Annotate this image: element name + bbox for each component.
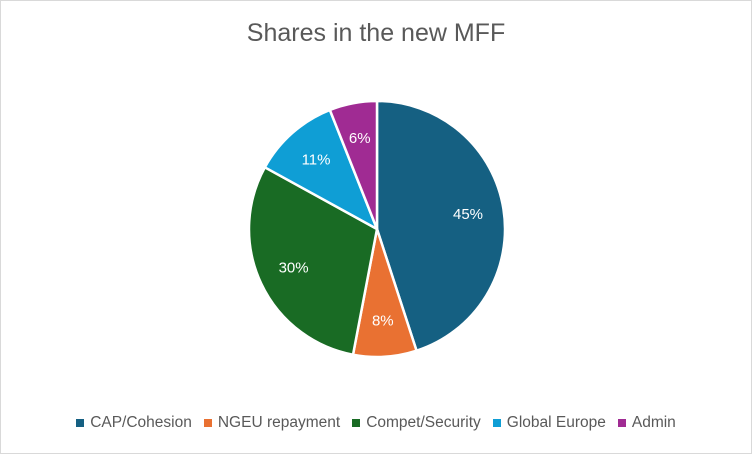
pie-slice-compet-security: [247, 166, 379, 356]
legend-label: CAP/Cohesion: [90, 414, 192, 431]
legend-item-compet-security: Compet/Security: [352, 414, 481, 432]
chart-title: Shares in the new MFF: [246, 19, 506, 47]
data-label-global-europe: 11%: [302, 151, 331, 168]
pie-slice-global-europe: [263, 108, 379, 231]
legend: CAP/Cohesion NGEU repayment Compet/Secur…: [1, 414, 751, 432]
legend-swatch: [492, 419, 501, 427]
legend-item-ngeu-repayment: NGEU repayment: [203, 414, 341, 432]
legend-label: Global Europe: [506, 414, 606, 431]
data-label-ngeu-repayment: 8%: [372, 312, 394, 329]
data-label-compet-security: 30%: [279, 260, 309, 277]
legend-swatch: [203, 419, 212, 427]
legend-swatch: [76, 419, 85, 427]
legend-swatch: [352, 419, 361, 427]
legend-label: NGEU repayment: [217, 414, 341, 431]
pie-slice-cap-cohesion: [375, 99, 507, 352]
legend-swatch: [617, 419, 626, 427]
pie-slice-admin: [328, 99, 379, 231]
legend-label: Compet/Security: [366, 414, 481, 431]
legend-item-global-europe: Global Europe: [492, 414, 606, 432]
legend-item-admin: Admin: [617, 414, 676, 432]
data-label-admin: 6%: [349, 130, 371, 147]
legend-label: Admin: [631, 414, 676, 431]
legend-item-cap-cohesion: CAP/Cohesion: [76, 414, 192, 432]
data-label-cap-cohesion: 45%: [453, 206, 483, 223]
